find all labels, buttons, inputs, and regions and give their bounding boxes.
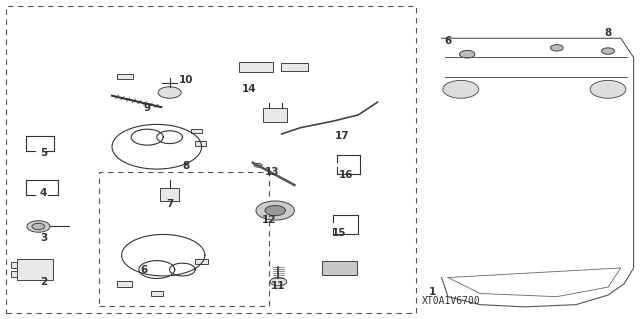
- Bar: [117, 281, 132, 287]
- Text: 8: 8: [604, 28, 612, 39]
- Circle shape: [32, 223, 45, 230]
- Text: 2: 2: [40, 277, 47, 287]
- Text: 10: 10: [179, 75, 193, 85]
- Text: 17: 17: [335, 130, 349, 141]
- Text: 15: 15: [332, 228, 346, 238]
- Bar: [160, 188, 179, 201]
- Bar: [11, 271, 17, 277]
- Text: 9: 9: [143, 103, 151, 114]
- Text: 6: 6: [444, 36, 452, 47]
- Circle shape: [270, 278, 287, 286]
- Bar: [195, 259, 208, 264]
- Circle shape: [256, 201, 294, 220]
- Text: 4: 4: [40, 188, 47, 198]
- Text: XT0A1V6700: XT0A1V6700: [422, 296, 481, 307]
- Text: 7: 7: [166, 199, 173, 209]
- Bar: [263, 108, 287, 122]
- Text: 6: 6: [140, 264, 148, 275]
- Circle shape: [602, 48, 614, 54]
- Circle shape: [550, 45, 563, 51]
- Text: 11: 11: [271, 280, 285, 291]
- Text: 16: 16: [339, 170, 353, 181]
- Bar: [17, 259, 53, 280]
- Circle shape: [460, 50, 475, 58]
- Bar: [195, 142, 206, 145]
- Bar: [239, 62, 273, 72]
- Circle shape: [443, 80, 479, 98]
- Text: 13: 13: [265, 167, 279, 177]
- Text: 8: 8: [182, 161, 189, 171]
- Text: 5: 5: [40, 148, 47, 158]
- Bar: [11, 262, 17, 268]
- Circle shape: [590, 80, 626, 98]
- Text: 1: 1: [428, 287, 436, 297]
- Circle shape: [265, 205, 285, 216]
- Bar: [281, 63, 308, 71]
- Circle shape: [254, 163, 262, 167]
- Circle shape: [27, 221, 50, 232]
- Text: 3: 3: [40, 233, 47, 243]
- Bar: [322, 261, 357, 275]
- Bar: [116, 74, 133, 79]
- Bar: [151, 291, 163, 296]
- Circle shape: [158, 87, 181, 98]
- Bar: [191, 129, 202, 133]
- Text: 12: 12: [262, 215, 276, 225]
- Text: 14: 14: [243, 84, 257, 94]
